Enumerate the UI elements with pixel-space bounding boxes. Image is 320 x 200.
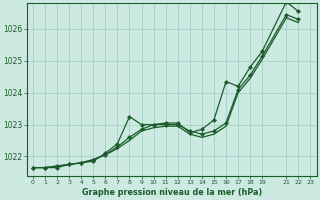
X-axis label: Graphe pression niveau de la mer (hPa): Graphe pression niveau de la mer (hPa) xyxy=(82,188,262,197)
